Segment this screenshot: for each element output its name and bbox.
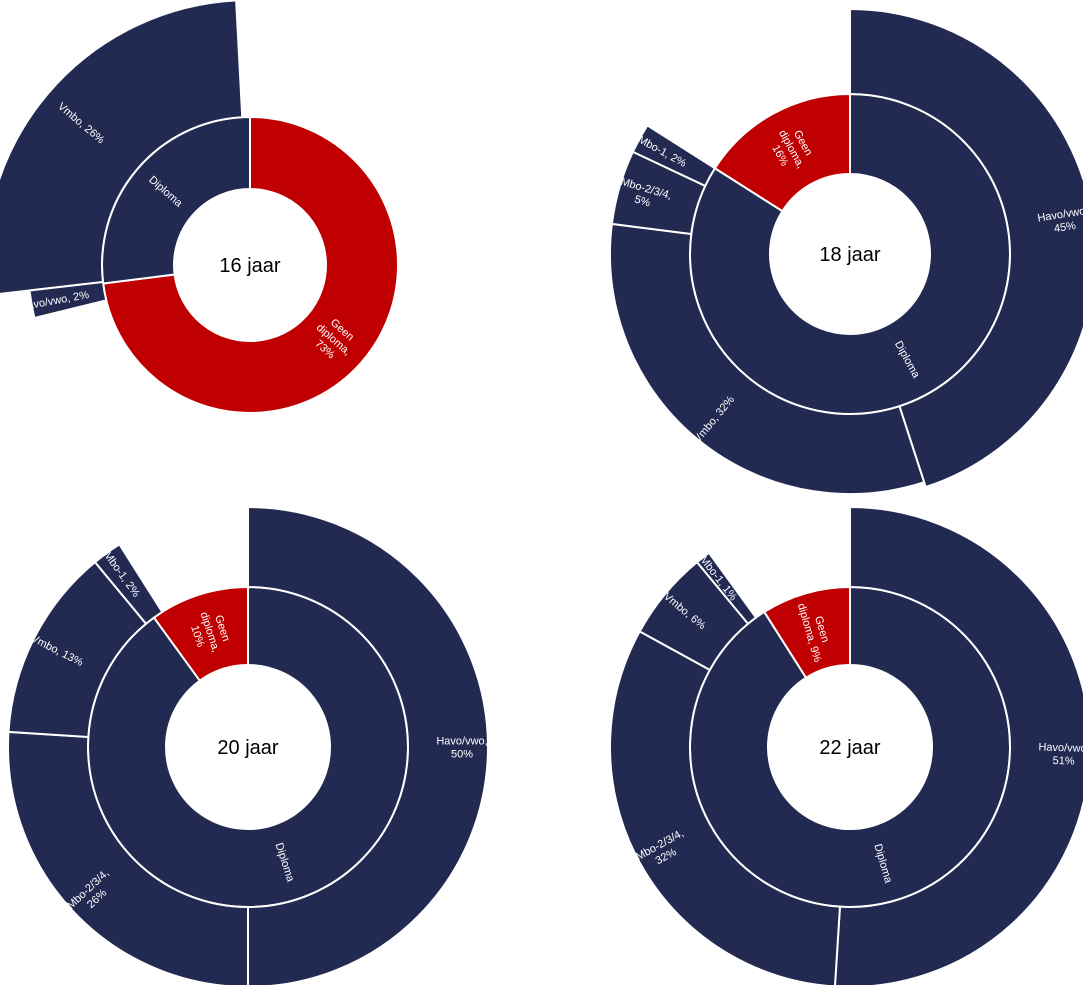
center-hole [771,175,929,333]
center-hole [769,666,931,828]
outer-label-havo-vwo: Havo/vwo, 50% [436,736,487,761]
sunburst-18-jaar: DiplomaGeendiploma,16%Havo/vwo,45%Vmbo, … [609,7,1083,495]
outer-segment-mbo-1 [695,551,758,626]
center-hole [167,666,329,828]
center-hole [175,190,325,340]
center-label: 18 jaar [819,244,880,266]
outer-label-havo-vwo: Havo/vwo,51% [1038,741,1083,768]
outer-segment-mbo-2-3-4 [7,730,249,985]
inner-segment-geen-diploma [102,115,399,414]
outer-segment-havo-vwo [247,505,489,985]
inner-segment-geen-diploma [713,92,851,213]
outer-segment-havo-vwo [849,7,1083,489]
outer-segment-havo-vwo [834,505,1083,985]
outer-segment-mbo-1 [631,124,717,188]
outer-segment-havo-vwo [28,280,108,320]
inner-label-geen-diploma: Geendiploma,73% [305,312,361,368]
center-label: 16 jaar [219,255,280,277]
outer-segment-vmbo [0,0,244,295]
center-label: 20 jaar [217,737,278,759]
center-label: 22 jaar [819,737,880,759]
outer-segment-mbo-2-3-4 [609,630,842,985]
outer-segment-mbo-1 [93,542,164,626]
outer-segment-vmbo [609,222,926,495]
